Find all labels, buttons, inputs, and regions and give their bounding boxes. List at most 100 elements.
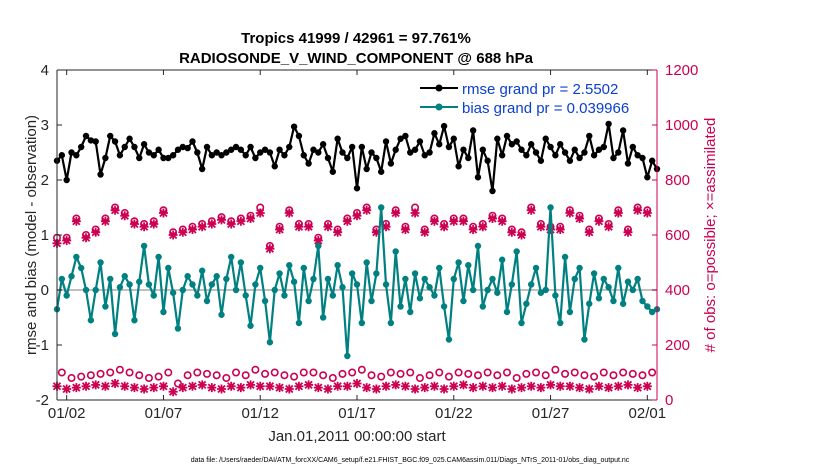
obs-possible-marker xyxy=(183,371,192,380)
bias-point xyxy=(160,308,167,316)
obs-assimilated-marker xyxy=(333,381,343,391)
rmse-point xyxy=(450,135,457,142)
obs-assimilated-marker xyxy=(129,383,139,393)
obs-assimilated-marker xyxy=(546,380,556,390)
obs-possible-marker xyxy=(580,371,589,380)
rmse-point xyxy=(634,152,641,159)
obs-assimilated-marker xyxy=(158,381,168,391)
obs-assimilated-marker xyxy=(497,216,507,226)
obs-assimilated-marker xyxy=(129,219,139,229)
obs-possible-marker xyxy=(154,372,163,381)
rmse-point xyxy=(373,154,380,162)
bias-point xyxy=(561,253,569,261)
rmse-point xyxy=(198,165,206,173)
obs-possible-marker xyxy=(483,368,492,377)
obs-assimilated-marker xyxy=(362,205,372,215)
obs-assimilated-marker xyxy=(236,383,246,393)
obs-possible-marker xyxy=(96,369,105,378)
rmse-point xyxy=(407,149,414,156)
obs-assimilated-marker xyxy=(168,387,178,397)
obs-assimilated-marker xyxy=(555,381,565,391)
y-tick-right-label: 400 xyxy=(665,282,690,299)
bias-point xyxy=(634,275,641,283)
obs-possible-marker xyxy=(241,371,250,380)
bias-point xyxy=(179,286,187,294)
obs-assimilated-marker xyxy=(178,383,188,393)
rmse-point xyxy=(107,132,114,140)
rmse-point xyxy=(377,168,385,175)
rmse-point xyxy=(261,146,269,153)
obs-assimilated-marker xyxy=(207,219,217,229)
obs-possible-marker xyxy=(106,368,115,377)
obs-assimilated-marker xyxy=(555,225,565,234)
obs-possible-marker xyxy=(590,372,599,381)
y-tick-right-label: 1000 xyxy=(665,117,698,134)
obs-possible-marker xyxy=(367,371,376,380)
bias-point xyxy=(455,259,462,266)
obs-possible-marker xyxy=(193,368,202,377)
obs-possible-marker xyxy=(338,369,347,378)
rmse-point xyxy=(455,163,462,170)
obs-possible-marker xyxy=(135,371,144,380)
obs-assimilated-marker xyxy=(255,208,265,218)
obs-possible-marker xyxy=(203,369,212,378)
obs-assimilated-marker xyxy=(149,219,159,229)
bias-point xyxy=(247,322,254,329)
rmse-point xyxy=(489,187,496,195)
bias-point xyxy=(198,267,206,274)
rmse-point xyxy=(436,141,443,148)
rmse-point xyxy=(547,143,554,151)
x-axis-label: Jan.01,2011 00:00:00 start xyxy=(268,428,446,445)
rmse-point xyxy=(174,146,182,153)
bias-point xyxy=(498,256,506,263)
bias-point xyxy=(116,284,124,291)
rmse-point xyxy=(73,152,80,159)
rmse-point xyxy=(232,143,240,151)
obs-assimilated-marker xyxy=(217,215,227,225)
bias-point xyxy=(368,297,375,305)
bias-point xyxy=(503,308,511,316)
rmse-point xyxy=(339,149,346,156)
rmse-point xyxy=(566,157,574,164)
bias-point xyxy=(305,297,312,305)
rmse-point xyxy=(310,146,317,153)
obs-possible-marker xyxy=(609,371,618,380)
obs-assimilated-marker xyxy=(352,379,362,388)
obs-possible-marker xyxy=(570,368,579,377)
obs-assimilated-marker xyxy=(497,381,507,391)
obs-assimilated-marker xyxy=(526,381,536,391)
bias-point xyxy=(232,286,240,294)
rmse-point xyxy=(102,154,109,162)
obs-assimilated-marker xyxy=(517,230,527,240)
rmse-point xyxy=(411,146,419,153)
obs-possible-marker xyxy=(638,371,647,380)
obs-assimilated-marker xyxy=(91,380,101,390)
obs-assimilated-marker xyxy=(226,219,236,229)
obs-assimilated-marker xyxy=(255,381,265,391)
bias-point xyxy=(619,300,627,307)
bias-point xyxy=(566,308,574,316)
obs-assimilated-marker xyxy=(62,384,72,394)
rmse-point xyxy=(479,146,487,153)
obs-assimilated-marker xyxy=(468,383,478,393)
bias-point xyxy=(319,314,327,321)
obs-assimilated-marker xyxy=(246,380,256,390)
obs-assimilated-marker xyxy=(604,222,614,232)
rmse-point xyxy=(116,152,124,159)
bias-point xyxy=(648,308,656,316)
rmse-point xyxy=(353,185,361,192)
rmse-point xyxy=(494,135,501,142)
obs-possible-marker xyxy=(444,372,453,381)
bias-point xyxy=(552,292,559,299)
bias-point xyxy=(339,284,346,291)
obs-assimilated-marker xyxy=(187,225,197,234)
obs-assimilated-marker xyxy=(623,227,633,237)
bias-point xyxy=(77,264,85,272)
rmse-point xyxy=(290,123,298,130)
rmse-point xyxy=(590,152,598,159)
obs-possible-marker xyxy=(396,369,405,378)
bias-point xyxy=(363,259,370,266)
bias-point xyxy=(508,281,516,288)
obs-possible-marker xyxy=(212,371,221,380)
obs-possible-marker xyxy=(415,373,424,382)
